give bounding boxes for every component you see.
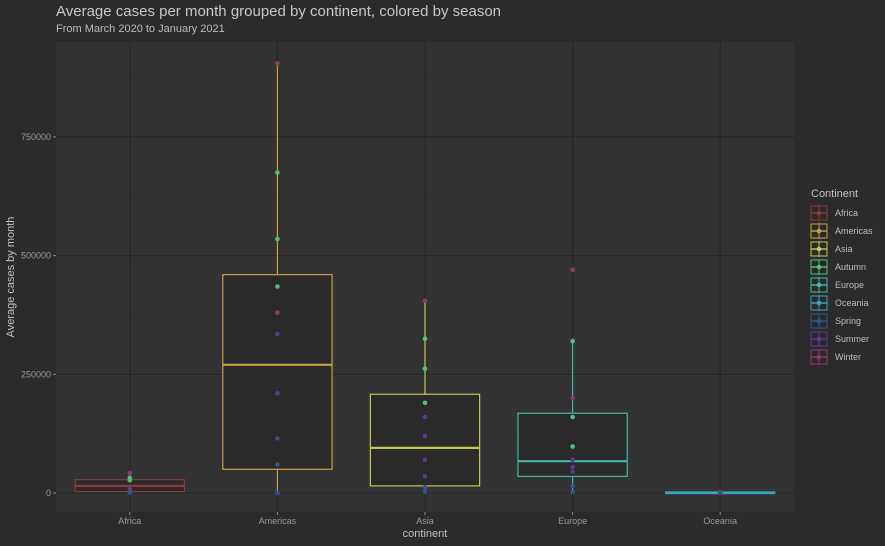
legend-key-point — [816, 282, 822, 288]
data-point-summer — [570, 469, 575, 474]
data-point-summer — [422, 414, 428, 420]
y-axis-title: Average cases by month — [5, 217, 17, 338]
data-point-winter — [422, 298, 428, 304]
x-tick-label: Asia — [416, 516, 434, 526]
legend-entry-summer: Summer — [810, 331, 869, 347]
legend-entry-asia: Asia — [810, 241, 853, 257]
y-tick-label: 250000 — [21, 369, 51, 379]
data-point-autumn — [422, 366, 428, 371]
data-point-autumn — [422, 400, 428, 406]
chart-subtitle: From March 2020 to January 2021 — [56, 23, 225, 35]
legend-entry-winter: Winter — [810, 349, 861, 365]
data-point-autumn — [570, 414, 575, 420]
x-tick-label: Europe — [558, 516, 587, 526]
legend-label: Europe — [835, 280, 864, 290]
legend-key-point — [816, 210, 822, 216]
legend-key-point — [816, 228, 822, 234]
legend-key-point — [816, 336, 822, 342]
data-point-winter — [275, 310, 280, 315]
axis-layer: 0 250000 500000 750000 Africa Americas Asia Eur… — [21, 132, 737, 526]
legend-entry-europe: Europe — [810, 277, 864, 293]
box-asia — [369, 300, 481, 494]
box-body — [369, 393, 481, 487]
data-point-autumn — [275, 236, 280, 242]
legend-label: Summer — [835, 334, 869, 344]
legend-entry-americas: Americas — [810, 223, 873, 239]
y-tick-label: 0 — [46, 488, 51, 498]
data-point-spring — [570, 489, 575, 495]
x-tick-label: Oceania — [703, 516, 737, 526]
legend-entry-autumn: Autumn — [810, 259, 866, 275]
data-point-winter — [570, 267, 575, 273]
point-layer — [127, 61, 723, 496]
legend-entry-oceania: Oceania — [810, 295, 869, 311]
legend-label: Americas — [835, 226, 873, 236]
data-point-summer — [275, 331, 280, 337]
data-point-summer — [422, 457, 428, 463]
data-point-summer — [422, 474, 428, 479]
legend-label: Autumn — [835, 262, 866, 272]
data-point-summer — [422, 433, 428, 439]
legend-label: Spring — [835, 316, 861, 326]
box-americas — [222, 63, 333, 494]
legend: Continent Africa Americas Asia Autumn Europe… — [810, 188, 873, 365]
legend-label: Winter — [835, 352, 861, 362]
legend-key-point — [816, 300, 822, 306]
y-tick-label: 750000 — [21, 132, 51, 142]
data-point-autumn — [127, 477, 133, 483]
data-point-autumn — [422, 336, 428, 342]
legend-title: Continent — [811, 188, 858, 200]
legend-label: Africa — [835, 208, 858, 218]
legend-key-point — [816, 264, 822, 270]
data-point-spring — [717, 490, 723, 496]
legend-label: Asia — [835, 244, 853, 254]
x-tick-label: Americas — [259, 516, 297, 526]
chart-title: Average cases per month grouped by conti… — [56, 3, 502, 20]
box-body — [222, 274, 333, 470]
data-point-summer — [127, 486, 133, 492]
data-point-autumn — [275, 170, 280, 175]
data-point-spring — [275, 462, 280, 467]
data-point-spring — [570, 483, 575, 489]
data-point-spring — [422, 485, 428, 490]
data-point-summer — [570, 457, 575, 463]
data-point-summer — [275, 436, 280, 441]
legend-key-point — [816, 318, 822, 324]
legend-entry-africa: Africa — [810, 205, 858, 221]
data-point-winter — [570, 395, 575, 401]
data-point-autumn — [570, 444, 575, 449]
data-point-spring — [422, 489, 428, 494]
x-axis-title: continent — [403, 528, 448, 540]
data-point-winter — [127, 470, 133, 476]
data-point-spring — [127, 490, 133, 495]
data-point-spring — [275, 490, 280, 496]
legend-key-point — [816, 246, 822, 252]
data-point-autumn — [275, 284, 280, 289]
x-tick-label: Africa — [118, 516, 141, 526]
data-point-summer — [275, 391, 280, 396]
y-tick-label: 500000 — [21, 251, 51, 261]
legend-label: Oceania — [835, 298, 869, 308]
data-point-summer — [570, 464, 575, 470]
legend-key-point — [816, 354, 822, 360]
data-point-winter — [275, 61, 280, 66]
legend-entry-spring: Spring — [810, 313, 861, 329]
data-point-autumn — [570, 338, 575, 344]
